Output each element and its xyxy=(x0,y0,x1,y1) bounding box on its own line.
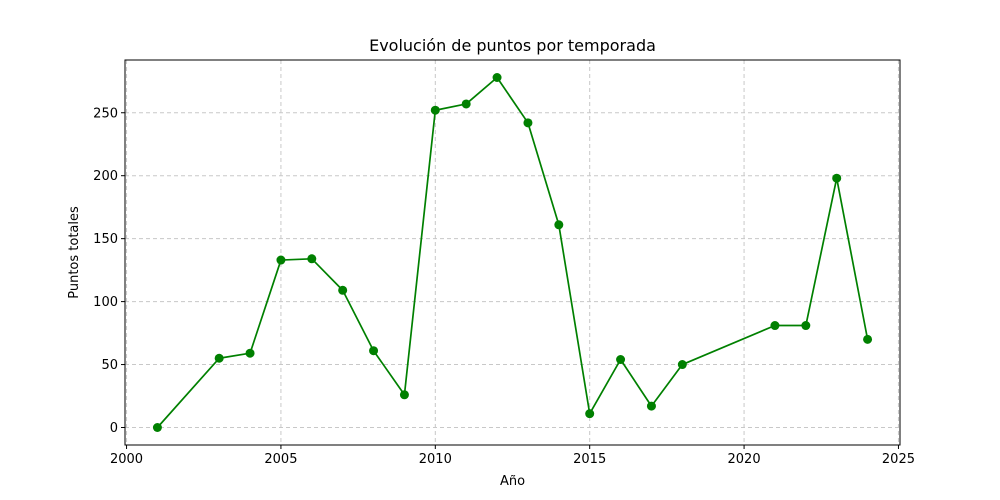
y-tick-label: 50 xyxy=(101,358,118,373)
data-point xyxy=(307,254,317,264)
grid-lines xyxy=(125,60,900,445)
data-point xyxy=(554,220,564,230)
y-axis-label: Puntos totales xyxy=(67,206,82,299)
data-point xyxy=(461,99,471,109)
y-axis-ticks: 0 50 100 150 200 250 xyxy=(93,106,125,436)
series-layer xyxy=(152,73,873,432)
x-tick-label: 2020 xyxy=(728,452,761,467)
y-tick-label: 0 xyxy=(110,421,118,436)
data-point xyxy=(770,321,780,331)
plot-frame xyxy=(124,59,901,446)
data-point xyxy=(616,355,626,365)
data-point xyxy=(523,118,533,128)
data-point xyxy=(369,346,379,356)
data-point xyxy=(801,321,811,331)
x-tick-label: 2000 xyxy=(110,452,143,467)
chart-title: Evolución de puntos por temporada xyxy=(369,36,656,55)
data-point xyxy=(245,348,255,358)
x-tick-label: 2025 xyxy=(882,452,915,467)
x-tick-label: 2005 xyxy=(264,452,297,467)
data-point xyxy=(677,360,687,370)
data-point xyxy=(276,255,286,265)
y-tick-label: 200 xyxy=(93,169,118,184)
data-point xyxy=(152,423,162,432)
x-axis-ticks: 2000 2005 2010 2015 2020 2025 xyxy=(110,445,915,467)
data-point xyxy=(399,390,409,400)
data-point xyxy=(863,334,873,344)
data-point xyxy=(832,173,842,183)
data-point xyxy=(214,353,224,363)
data-point xyxy=(646,401,656,411)
y-tick-label: 150 xyxy=(93,232,118,247)
x-tick-label: 2010 xyxy=(419,452,452,467)
y-tick-label: 250 xyxy=(93,106,118,121)
data-point xyxy=(492,73,502,82)
data-point xyxy=(430,105,440,115)
data-point xyxy=(585,409,595,419)
x-axis-label: Año xyxy=(500,474,525,489)
data-point xyxy=(338,285,348,295)
y-tick-label: 100 xyxy=(93,295,118,310)
x-tick-label: 2015 xyxy=(573,452,606,467)
